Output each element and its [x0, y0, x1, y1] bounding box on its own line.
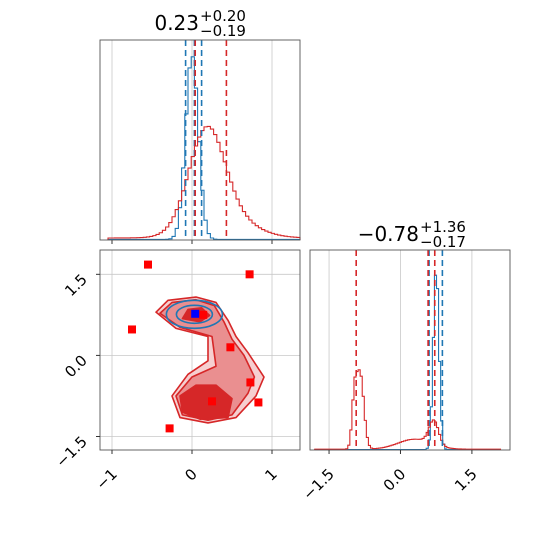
contour-xtick-label: 0: [181, 465, 200, 484]
hist-2-xtick-label: 1.5: [451, 465, 481, 495]
hist-1-title-sup: +0.20: [200, 7, 246, 25]
hist-2-title-sub: −0.17: [420, 233, 466, 251]
marker-red: [208, 397, 216, 406]
contour-inner-low: [179, 384, 233, 420]
contour-ytick-label: −1.5: [52, 433, 90, 471]
contour-xtick-label: −1: [92, 465, 120, 493]
hist-2-frame: [309, 249, 511, 451]
marker-red: [144, 260, 152, 269]
grid-2: [100, 250, 300, 450]
hist-1-title-sub: −0.19: [200, 22, 246, 40]
hist-2-quantile-lines: [355, 250, 444, 450]
marker-red: [226, 343, 235, 352]
contour-ytick-label: 0.0: [61, 352, 91, 382]
grid-1: [111, 40, 273, 244]
marker-red: [165, 424, 174, 433]
marker-blue: [191, 309, 200, 318]
contour-frame: [99, 249, 301, 451]
hist-2-ticks: −1.5 0.0 1.5: [299, 450, 481, 504]
marker-red: [254, 398, 263, 407]
hist-2-title-main: −0.78: [358, 222, 419, 246]
blue-contour-inner: [175, 304, 214, 325]
hist-1-series: [107, 56, 301, 240]
hist-1-frame: [99, 39, 301, 241]
marker-red: [246, 378, 255, 387]
hist-panel-1: 0.23 +0.20 −0.19: [99, 7, 301, 244]
contour-ytick-label: 1.5: [61, 270, 91, 300]
blue-contour-outer: [165, 299, 224, 330]
hist-2-xtick-label: 0.0: [380, 465, 410, 495]
hist-panel-2: −1.5 0.0 1.5 −0.78 +1.36 −0.17: [299, 218, 511, 504]
grid-3: [328, 250, 473, 450]
hist-2-title-sup: +1.36: [420, 218, 466, 236]
hist-2-line-red: [314, 369, 502, 450]
hist-2-xtick-label: −1.5: [299, 465, 337, 503]
marker-red: [199, 310, 208, 319]
hist-1-title-main: 0.23: [154, 11, 199, 35]
contour-xtick-label: 1: [261, 465, 280, 484]
hist-1-quantile-lines: [184, 40, 228, 240]
contour-markers: [128, 260, 263, 433]
contour-panel: −1 0 1 1.5 0.0 −1.5: [52, 249, 301, 493]
contour-middle: [159, 298, 256, 422]
marker-red: [245, 270, 254, 279]
hist-1-line-red: [107, 125, 301, 240]
marker-red: [128, 325, 136, 334]
hist-1-line-blue: [107, 56, 301, 240]
